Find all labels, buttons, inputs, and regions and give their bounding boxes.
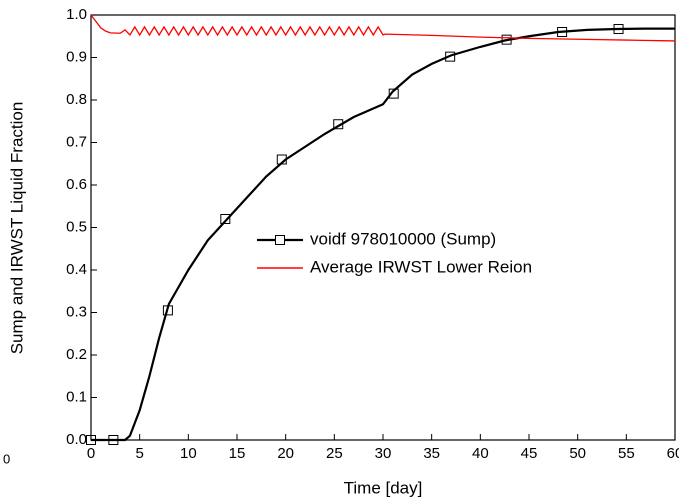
legend-label: Average IRWST Lower Reion [310,257,532,276]
x-axis-label: Time [day] [344,478,423,497]
x-tick-label: 0 [87,445,95,462]
x-tick-label: 20 [277,445,294,462]
x-tick-label: 45 [521,445,538,462]
y-tick-label: 0.7 [66,133,87,150]
y-tick-label: 0.4 [66,261,87,278]
series-marker [86,435,96,445]
x-tick-label: 40 [472,445,489,462]
series-marker [333,119,344,130]
series-marker [162,305,173,316]
series-line [90,14,676,42]
x-tick-label: 5 [135,445,143,462]
y-tick-label: 0.8 [66,91,87,108]
series-marker [108,435,119,445]
x-tick-label: 50 [569,445,586,462]
x-tick-label: 10 [180,445,197,462]
x-tick-label: 30 [375,445,392,462]
series-marker [388,88,399,99]
y-tick-label: 0.0 [66,431,87,448]
y-tick-label: 0.2 [66,346,87,363]
series-marker [220,214,231,224]
y-tick-label: 0.3 [66,303,87,320]
x-tick-label: 35 [423,445,440,462]
series-line [91,27,675,442]
series-marker [276,154,287,165]
y-tick-label: 0.1 [66,388,87,405]
x-tick-label: 25 [326,445,343,462]
x-tick-label: 60 [667,445,679,462]
series-marker [557,27,568,37]
legend-label: voidf 978010000 (Sump) [310,229,496,248]
y-tick-label: 1.0 [66,6,87,23]
y-axis-label: Sump and IRWST Liquid Fraction [7,102,26,355]
x-tick-label: 55 [618,445,635,462]
x-tick-label: 15 [229,445,246,462]
y-tick-label: 0.6 [66,176,87,193]
y-tick-label: 0.5 [66,218,87,235]
plot-frame [90,14,676,441]
series-marker [613,24,624,35]
series-marker [501,34,512,45]
annotation: 0 [3,451,10,466]
y-tick-label: 0.9 [66,48,87,65]
series-marker [445,51,456,62]
legend-marker [275,235,285,245]
